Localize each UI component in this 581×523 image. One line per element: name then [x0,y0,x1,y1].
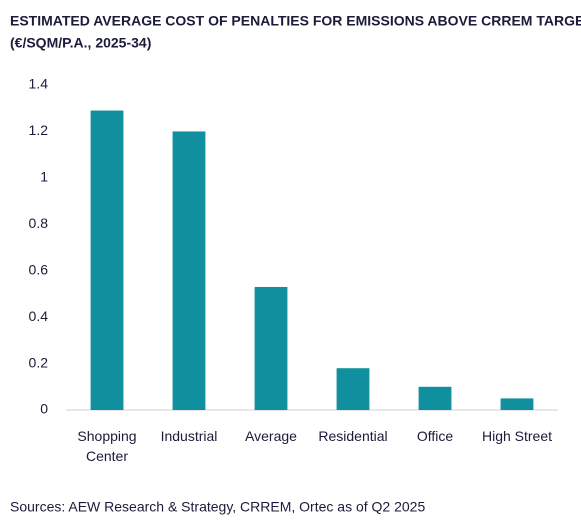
x-tick-label: Average [245,428,297,444]
x-tick-label: Shopping Center [77,428,137,464]
bar [336,368,370,410]
x-tick-label: Industrial [160,428,218,444]
source-note: Sources: AEW Research & Strategy, CRREM,… [10,499,425,515]
x-tick-label: Office [416,428,454,444]
bar [172,131,206,410]
y-tick-label: 1.4 [29,76,49,92]
x-tick-label: High Street [481,428,553,444]
y-tick-label: 1.2 [29,122,49,138]
chart-subtitle: (€/SQM/P.A., 2025-34) [10,35,151,51]
y-tick-label: 0.8 [29,215,49,231]
y-tick-label: 0 [40,401,48,417]
y-tick-label: 1 [40,169,48,185]
bar [418,386,452,410]
bar [90,110,124,411]
y-tick-label: 0.4 [29,308,49,324]
y-tick-label: 0.2 [29,354,49,370]
bar [254,286,288,410]
chart-title: ESTIMATED AVERAGE COST OF PENALTIES FOR … [10,13,581,29]
x-tick-label: Residential [318,428,388,444]
y-tick-label: 0.6 [29,261,49,277]
bar [500,398,534,410]
